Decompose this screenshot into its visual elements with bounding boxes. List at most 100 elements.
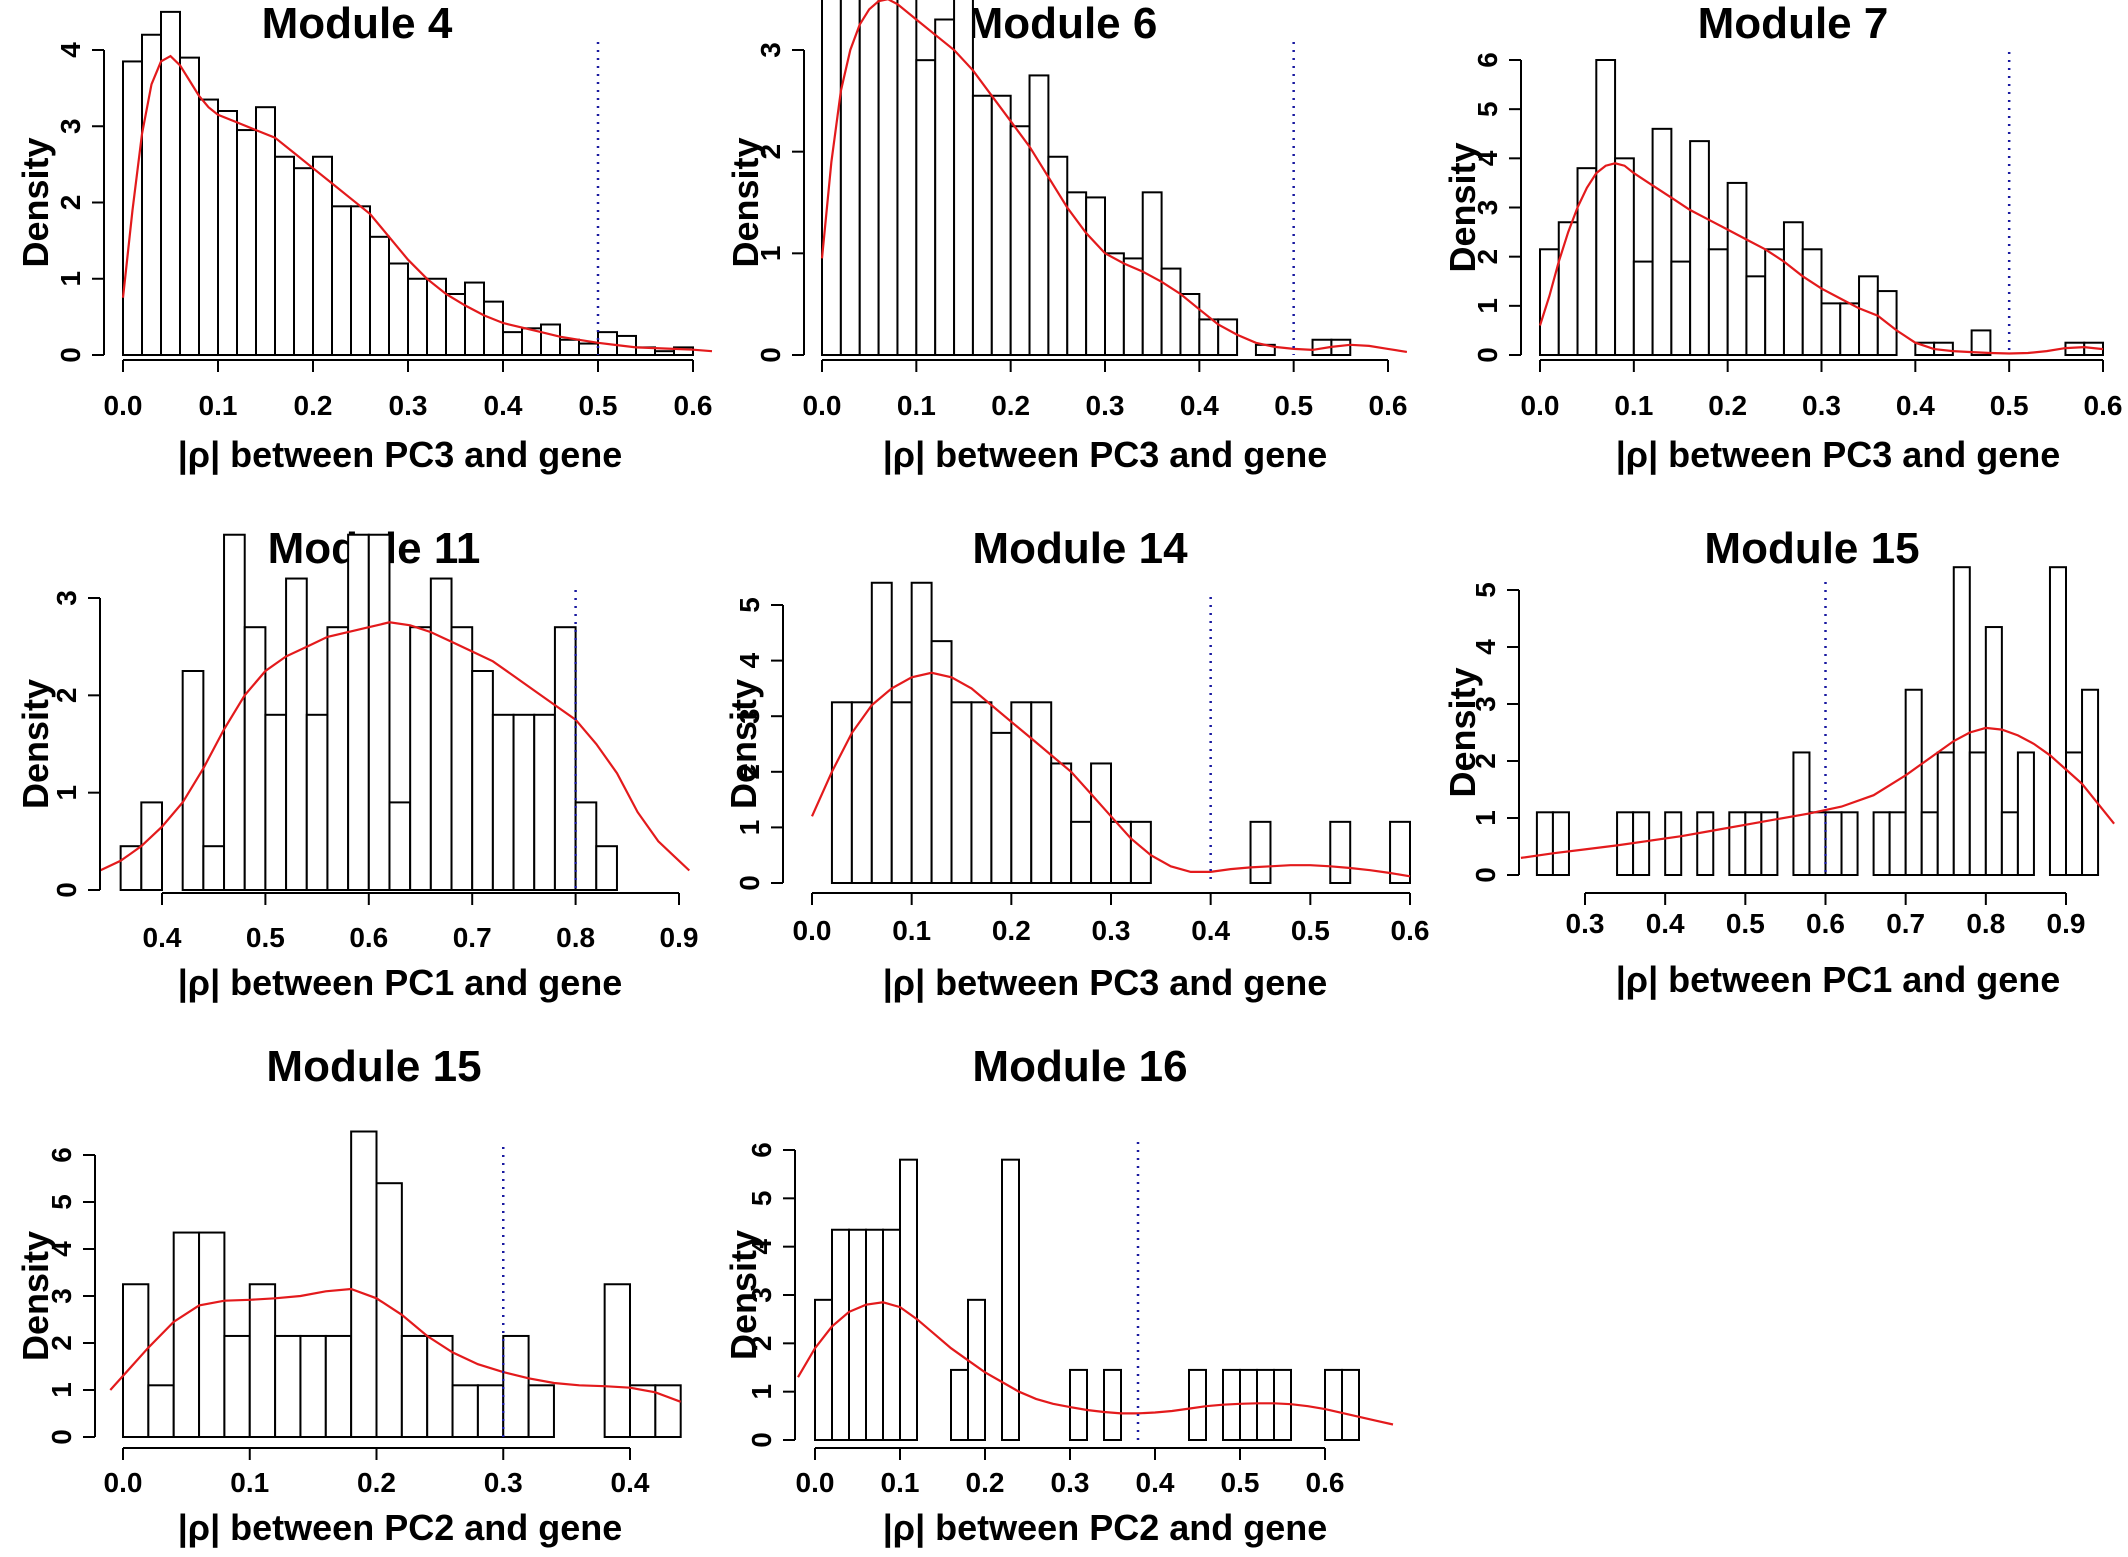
histogram-bar bbox=[471, 670, 494, 891]
y-tick-label: 6 bbox=[1472, 52, 1503, 68]
y-tick-label: 2 bbox=[746, 1336, 777, 1352]
histogram-bar bbox=[491, 713, 515, 891]
x-tick-label: 0.3 bbox=[1086, 390, 1125, 421]
histogram-bar bbox=[1689, 140, 1710, 356]
histogram-bar bbox=[1872, 811, 1891, 876]
histogram-bar bbox=[388, 262, 409, 356]
histogram-bar bbox=[990, 94, 1012, 356]
x-tick-label: 0.6 bbox=[349, 922, 388, 953]
histogram-bar bbox=[814, 1298, 833, 1442]
x-tick-label: 0.0 bbox=[796, 1467, 835, 1498]
histogram-bar bbox=[172, 1231, 201, 1439]
y-axis-label: Density bbox=[15, 137, 56, 267]
histogram-bar bbox=[915, 59, 937, 357]
y-tick-label: 2 bbox=[46, 1335, 77, 1351]
y-tick-label: 3 bbox=[746, 1287, 777, 1303]
x-tick-label: 0.6 bbox=[1306, 1467, 1345, 1498]
histogram-bar bbox=[202, 845, 226, 892]
histogram-bar bbox=[831, 1228, 850, 1441]
histogram-bar bbox=[830, 701, 853, 884]
histogram-bar bbox=[1824, 811, 1843, 876]
y-tick-label: 1 bbox=[734, 820, 765, 836]
y-tick-label: 5 bbox=[46, 1194, 77, 1210]
x-tick-label: 0.2 bbox=[1708, 390, 1747, 421]
histogram-bar bbox=[2016, 751, 2035, 877]
histogram-bar bbox=[540, 323, 561, 356]
y-tick-label: 2 bbox=[1470, 753, 1501, 769]
x-tick-label: 0.1 bbox=[1614, 390, 1653, 421]
x-tick-label: 0.1 bbox=[897, 390, 936, 421]
x-tick-label: 0.5 bbox=[1221, 1467, 1260, 1498]
x-tick-label: 0.8 bbox=[556, 922, 595, 953]
y-tick-label: 1 bbox=[1470, 810, 1501, 826]
histogram-bar bbox=[559, 338, 580, 356]
histogram-bar bbox=[1179, 293, 1201, 356]
y-tick-label: 1 bbox=[755, 246, 786, 262]
y-tick-label: 3 bbox=[734, 708, 765, 724]
histogram-bar bbox=[369, 235, 390, 356]
histogram-bar bbox=[1664, 811, 1683, 876]
histogram-panel: Module 15 Density |ρ| between PC1 and gene… bbox=[1442, 524, 2115, 1001]
y-tick-label: 2 bbox=[55, 195, 86, 211]
histogram-bar bbox=[255, 106, 276, 356]
y-tick-label: 0 bbox=[1470, 867, 1501, 883]
histogram-bar bbox=[198, 98, 219, 356]
x-tick-label: 0.4 bbox=[1136, 1467, 1175, 1498]
histogram-bar bbox=[1539, 248, 1560, 357]
histogram-bar bbox=[950, 701, 973, 884]
histogram-bar bbox=[934, 18, 956, 356]
x-tick-label: 0.2 bbox=[357, 1467, 396, 1498]
histogram-bar bbox=[483, 300, 504, 356]
histogram-bar bbox=[877, 0, 899, 356]
y-tick-label: 4 bbox=[1472, 150, 1503, 166]
x-axis-label: |ρ| between PC3 and gene bbox=[883, 962, 1328, 1004]
histogram-bar bbox=[1009, 125, 1031, 356]
histogram-bar bbox=[1808, 811, 1827, 876]
histogram-bar bbox=[1324, 1368, 1343, 1441]
histogram-bar bbox=[1670, 260, 1692, 357]
histogram-bar bbox=[147, 1384, 175, 1439]
histogram-bar bbox=[967, 1298, 986, 1442]
histogram-bar bbox=[971, 94, 993, 356]
histogram-bar bbox=[910, 581, 933, 884]
histogram-bar bbox=[367, 533, 391, 891]
y-tick-label: 4 bbox=[746, 1238, 777, 1254]
y-tick-label: 1 bbox=[1472, 298, 1503, 314]
histogram-bar bbox=[285, 577, 308, 891]
y-axis-label: Density bbox=[723, 1230, 764, 1360]
y-tick-label: 5 bbox=[1472, 101, 1503, 117]
histogram-bar bbox=[1764, 248, 1785, 357]
x-axis-label: |ρ| between PC3 and gene bbox=[1616, 434, 2061, 476]
histogram-panel: Module 15 Density |ρ| between PC2 and gene… bbox=[15, 1042, 682, 1549]
density-curve bbox=[1538, 162, 2104, 355]
y-tick-label: 3 bbox=[55, 118, 86, 134]
x-tick-label: 0.5 bbox=[1291, 915, 1330, 946]
histogram-bar bbox=[1728, 811, 1747, 876]
histogram-bar bbox=[1614, 157, 1635, 356]
histogram-bar bbox=[654, 350, 675, 356]
histogram-bar bbox=[1085, 196, 1106, 356]
histogram-bar bbox=[990, 731, 1013, 884]
histogram-bar bbox=[899, 1158, 918, 1441]
histogram-bar bbox=[1028, 74, 1050, 357]
density-curve bbox=[99, 621, 691, 872]
histogram-bar bbox=[1069, 1368, 1088, 1441]
histogram-bar bbox=[603, 1283, 632, 1438]
histogram-bar bbox=[1341, 1368, 1360, 1441]
histogram-bar bbox=[1984, 626, 2003, 876]
y-tick-label: 0 bbox=[46, 1429, 77, 1445]
x-tick-label: 0.3 bbox=[1566, 908, 1605, 939]
y-tick-label: 3 bbox=[755, 42, 786, 58]
x-tick-label: 0.1 bbox=[892, 915, 931, 946]
histogram-bar bbox=[1090, 762, 1112, 885]
histogram-bar bbox=[350, 205, 371, 356]
histogram-bar bbox=[350, 1130, 378, 1438]
histogram-bar bbox=[1968, 751, 1987, 877]
y-tick-label: 5 bbox=[1470, 582, 1501, 598]
y-tick-label: 1 bbox=[51, 785, 82, 801]
histogram-bar bbox=[533, 713, 556, 891]
x-axis-label: |ρ| between PC2 and gene bbox=[178, 1507, 623, 1549]
x-tick-label: 0.0 bbox=[793, 915, 832, 946]
x-tick-label: 0.3 bbox=[1051, 1467, 1090, 1498]
histogram-panel: Module 14 Density |ρ| between PC3 and gene… bbox=[723, 524, 1429, 1004]
